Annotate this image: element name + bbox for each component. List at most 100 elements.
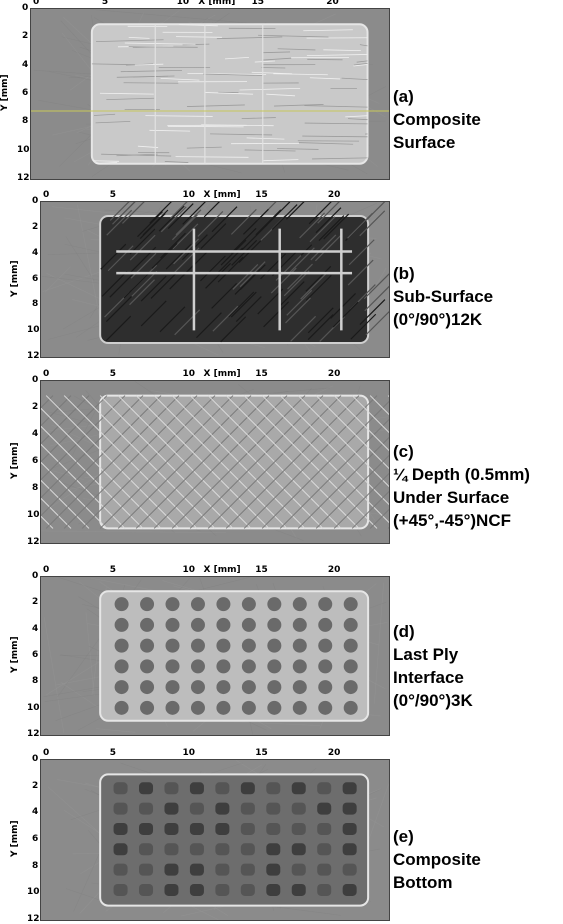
caption-line: Bottom xyxy=(393,873,453,892)
caption-line: (+45°,-45°)NCF xyxy=(393,511,511,530)
fiber-streak xyxy=(323,213,350,240)
y-tick-label: 4 xyxy=(22,59,29,70)
fiber-streak xyxy=(100,243,127,270)
weave-hole xyxy=(140,597,155,612)
weave-cell xyxy=(189,782,204,795)
caption-line: ¼ Depth (0.5mm) xyxy=(393,465,530,484)
weave-cell xyxy=(266,802,281,815)
weave-cell xyxy=(317,863,332,876)
fiber-streak xyxy=(306,54,368,57)
fiber-streak xyxy=(112,202,136,225)
texture-line xyxy=(85,612,95,696)
fiber-streak xyxy=(353,63,368,66)
y-tick-label: 10 xyxy=(27,887,40,898)
y-tick-label: 2 xyxy=(32,402,39,412)
x-tick-label: 5 xyxy=(109,565,116,575)
fiber-minus45 xyxy=(45,395,180,529)
fiber-streak xyxy=(211,282,238,309)
texture-line xyxy=(44,266,71,293)
fiber-streak xyxy=(224,56,249,60)
y-tick-label: 10 xyxy=(27,510,40,520)
fiber-minus45 xyxy=(279,418,389,529)
weave-cell xyxy=(317,782,332,795)
weave-hole xyxy=(140,700,155,715)
fiber-streak xyxy=(317,202,340,224)
weave-hole xyxy=(216,617,231,632)
fiber-streak xyxy=(139,213,166,240)
thermal-image-b xyxy=(42,202,389,356)
fiber-streak xyxy=(101,153,172,157)
fiber-streak xyxy=(230,291,257,318)
fiber-streak xyxy=(93,160,120,162)
fiber-plus45 xyxy=(41,479,90,529)
fiber-streak xyxy=(197,210,224,237)
weave-hole xyxy=(165,617,180,632)
x-tick-label: 10 xyxy=(182,748,195,758)
x-tick-label: 15 xyxy=(255,748,268,758)
weave-hole xyxy=(140,659,155,674)
weave-hole xyxy=(140,680,155,695)
weave-cell xyxy=(317,843,332,856)
fiber-streak xyxy=(356,60,368,63)
fiber-streak xyxy=(315,207,342,234)
fiber-minus45 xyxy=(225,395,360,529)
y-axis-label: Y [mm] xyxy=(10,636,20,673)
fiber-streak xyxy=(220,316,247,343)
weave-hole xyxy=(165,638,180,653)
fiber-streak xyxy=(106,209,133,236)
weave-hole xyxy=(318,680,333,695)
fiber-streak xyxy=(230,208,257,235)
fiber-streak xyxy=(186,146,222,149)
fiber-streak xyxy=(302,135,368,138)
y-axis-label: Y [mm] xyxy=(10,259,20,297)
x-tick-label: 5 xyxy=(109,748,116,758)
panel-caption-d: (d) Last Ply Interface (0°/90°)3K xyxy=(393,620,473,712)
specimen-region xyxy=(99,214,370,345)
x-tick-label: 20 xyxy=(327,190,341,200)
x-tick-label: 0 xyxy=(43,190,50,200)
image-plot-e xyxy=(40,759,390,921)
fiber-streak xyxy=(307,314,334,340)
fiber-plus45 xyxy=(41,497,72,529)
x-tick-label: 10 xyxy=(182,565,195,575)
fiber-streak xyxy=(196,312,222,339)
weave-hole xyxy=(190,659,205,674)
fiber-streak xyxy=(149,202,172,224)
y-tick-label: 12 xyxy=(27,729,40,739)
weave-cell xyxy=(139,822,154,835)
y-tick-label: 0 xyxy=(32,754,39,764)
fiber-streak xyxy=(277,148,319,150)
y-tick-label: 4 xyxy=(32,247,39,258)
weave-hole xyxy=(343,680,358,695)
fiber-streak xyxy=(290,315,317,342)
fiber-streak xyxy=(151,242,178,269)
fiber-streak xyxy=(323,49,361,52)
y-tick-label: 6 xyxy=(32,834,39,844)
fiber-streak xyxy=(171,214,198,241)
weave-hole xyxy=(114,680,129,695)
weave-cell xyxy=(113,843,128,856)
fiber-streak xyxy=(164,161,189,163)
y-tick-label: 10 xyxy=(27,702,40,713)
y-tick-label: 2 xyxy=(32,597,39,608)
x-tick-label: 0 xyxy=(43,565,50,575)
fiber-minus45 xyxy=(351,490,389,529)
y-tick-label: 12 xyxy=(27,537,40,547)
fiber-streak xyxy=(347,259,374,286)
weave-cell xyxy=(317,883,332,896)
weave-hole xyxy=(190,680,205,695)
weave-hole xyxy=(241,700,256,715)
y-tick-label: 0 xyxy=(32,375,39,385)
y-tick-label: 6 xyxy=(32,456,39,466)
weave-hole xyxy=(165,659,180,674)
fiber-streak xyxy=(105,315,132,342)
fiber-minus45 xyxy=(135,395,270,529)
x-axis-label: X [mm] xyxy=(203,369,241,379)
y-tick-label: 4 xyxy=(32,623,39,634)
y-tick-label: 10 xyxy=(27,325,40,336)
fiber-streak xyxy=(174,309,201,336)
weave-cell xyxy=(164,822,179,835)
y-tick-label: 10 xyxy=(17,144,30,155)
fiber-streak xyxy=(145,115,213,117)
x-tick-label: 5 xyxy=(101,0,109,7)
